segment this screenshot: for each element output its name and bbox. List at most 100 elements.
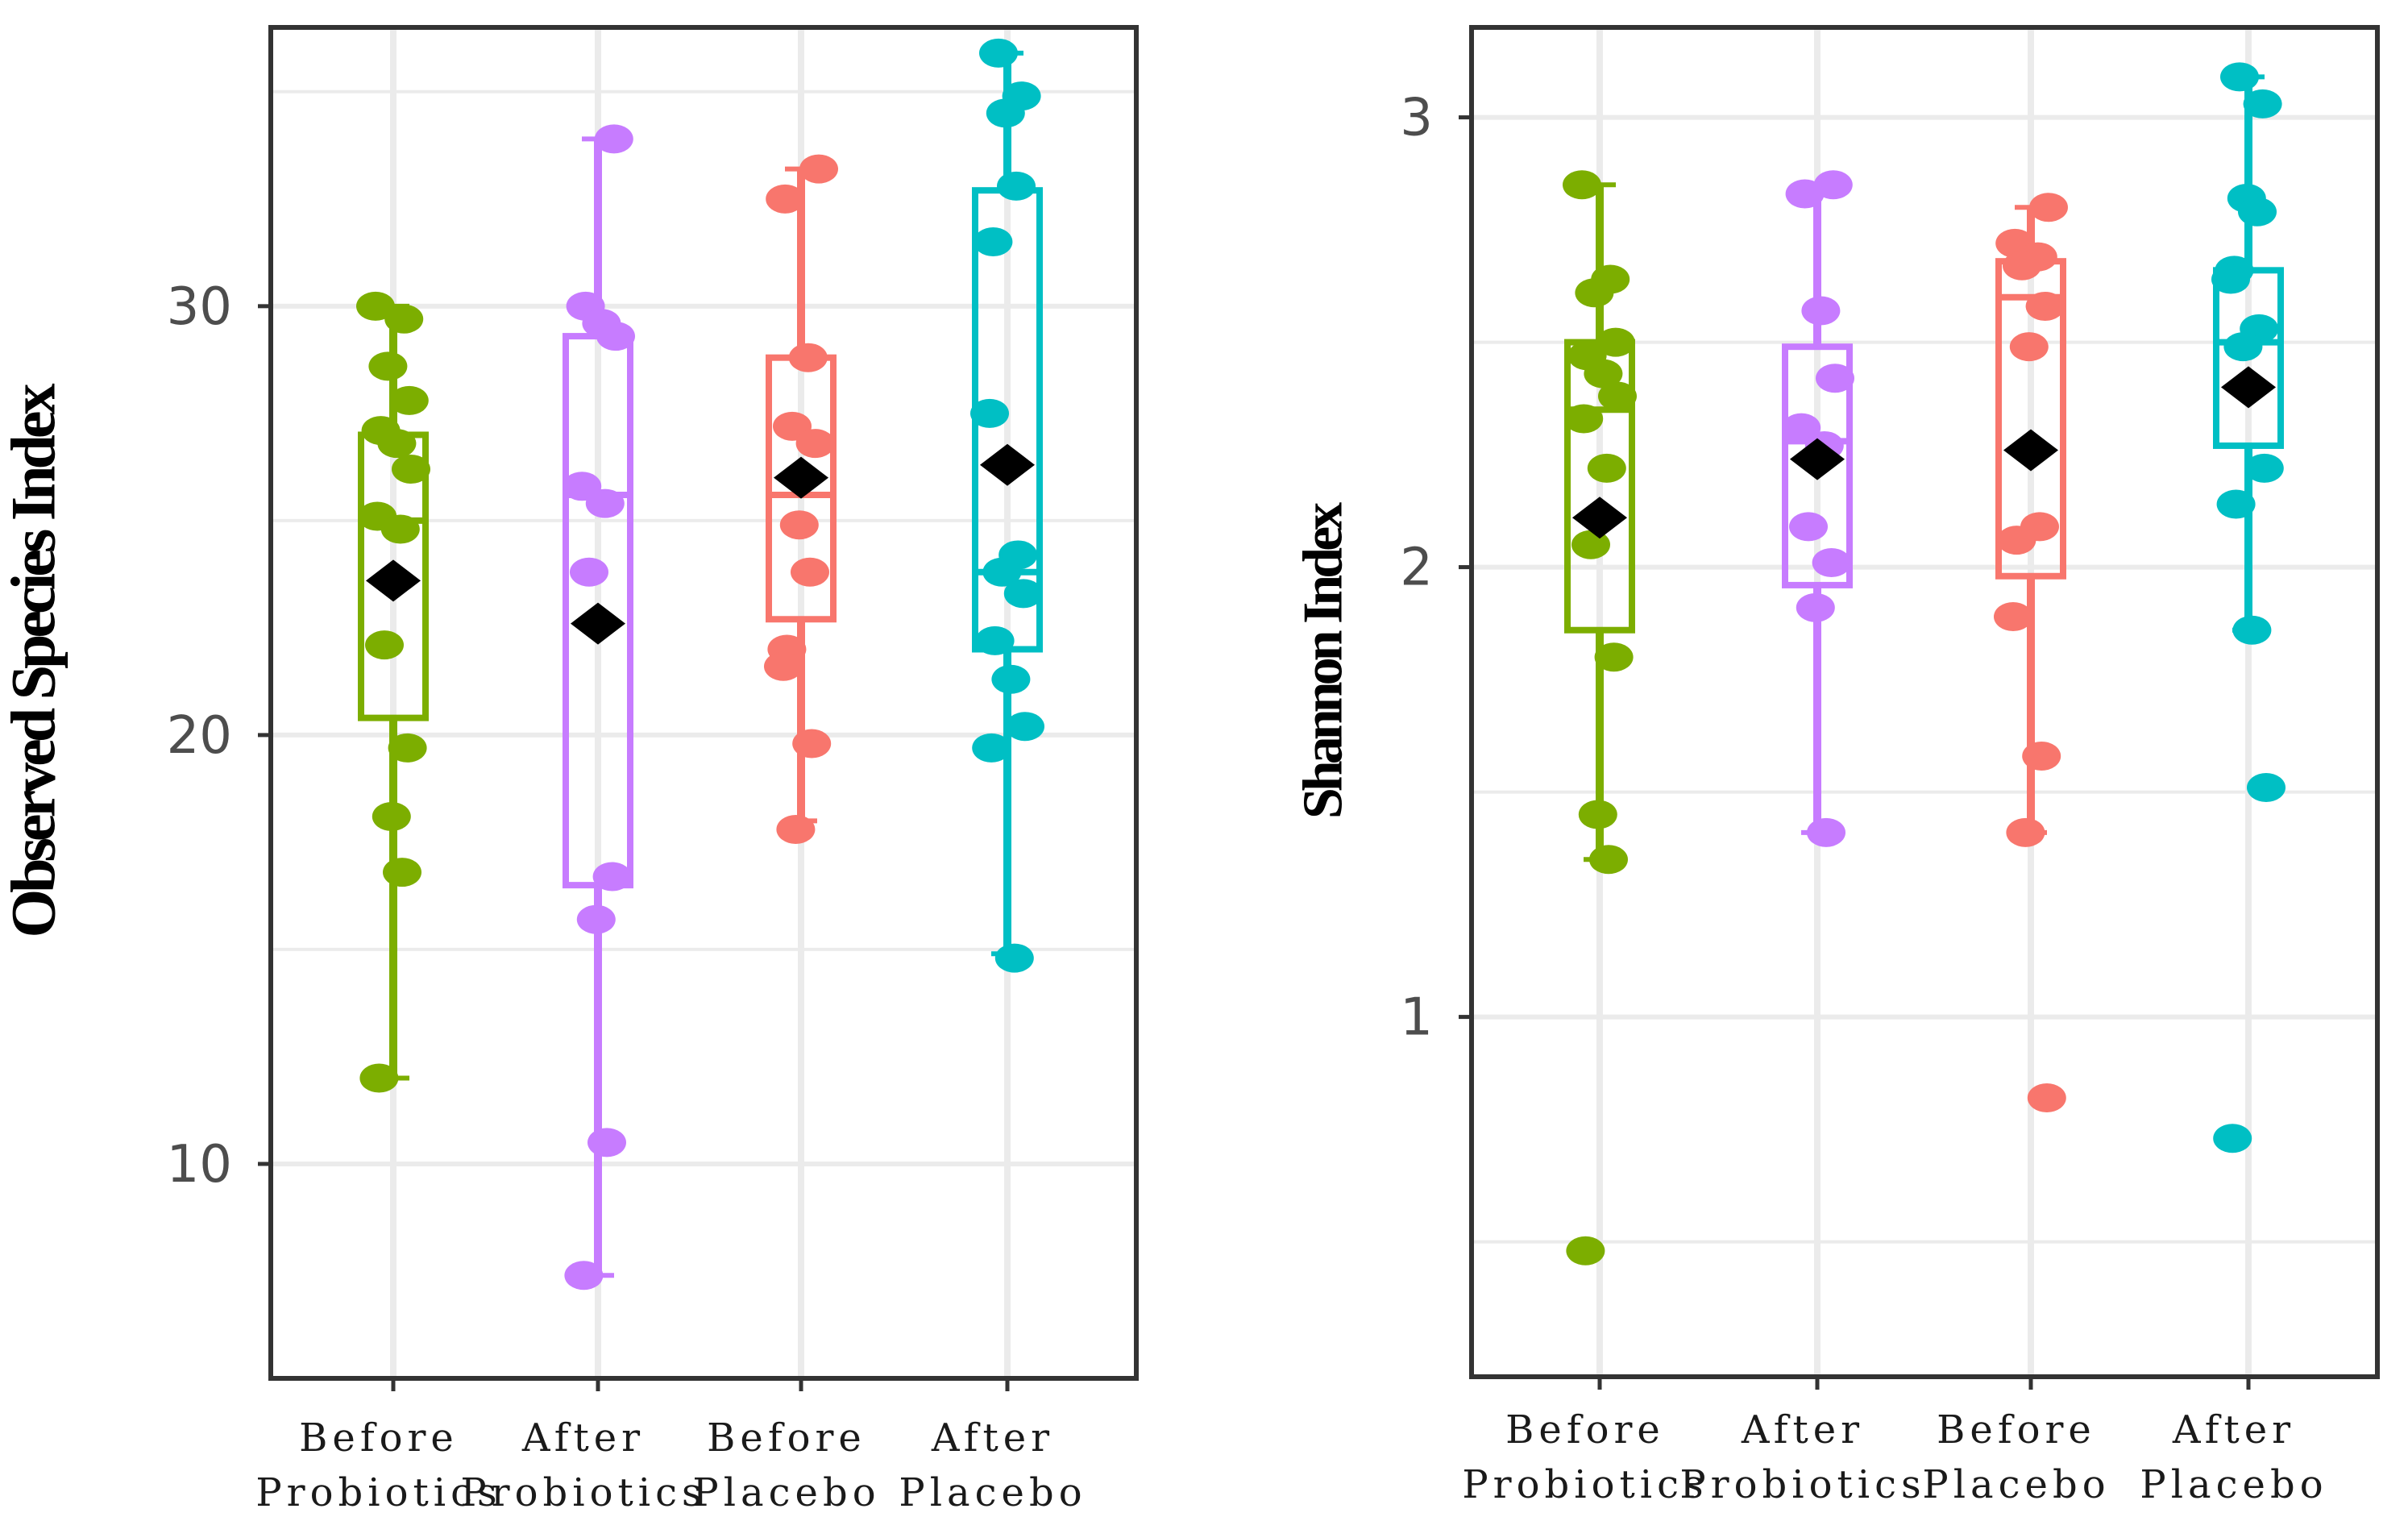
x-category-label-line2: Probiotics bbox=[460, 1470, 706, 1515]
data-point bbox=[1575, 278, 1614, 308]
mean-marker bbox=[571, 602, 625, 645]
data-point bbox=[1807, 817, 1845, 847]
data-point bbox=[2216, 489, 2256, 519]
data-point bbox=[2243, 89, 2282, 118]
data-point bbox=[1594, 642, 1634, 672]
data-point bbox=[2009, 332, 2049, 362]
y-axis-ticks: 1 2 3 bbox=[1400, 89, 1472, 1048]
data-point bbox=[1994, 601, 2032, 631]
data-point bbox=[2027, 1083, 2066, 1113]
x-category-label-line1: After bbox=[521, 1415, 645, 1461]
data-point bbox=[970, 398, 1009, 428]
data-point bbox=[2244, 453, 2284, 483]
data-point bbox=[384, 304, 424, 334]
x-category-label-line1: Before bbox=[1505, 1407, 1665, 1453]
y-axis-label: Observed Species Index bbox=[0, 383, 68, 937]
data-point bbox=[974, 227, 1013, 257]
data-point bbox=[368, 351, 408, 381]
data-point bbox=[1801, 296, 1841, 326]
data-point bbox=[997, 171, 1036, 201]
data-point bbox=[994, 943, 1034, 973]
data-point bbox=[1598, 381, 1637, 411]
data-point bbox=[991, 664, 1031, 694]
data-point bbox=[564, 1261, 604, 1290]
plot-frame bbox=[268, 25, 1139, 1381]
data-point bbox=[389, 385, 429, 415]
data-point bbox=[2213, 1124, 2252, 1153]
x-category-label-line1: Before bbox=[1937, 1407, 2096, 1453]
x-category-label-line2: Placebo bbox=[692, 1470, 880, 1515]
box-plots bbox=[1564, 74, 2284, 862]
data-point bbox=[2025, 291, 2065, 321]
data-points bbox=[1563, 62, 2286, 1266]
data-point bbox=[2247, 773, 2286, 803]
data-point bbox=[776, 814, 816, 844]
data-point bbox=[1564, 404, 1604, 434]
data-point bbox=[592, 862, 632, 891]
data-point bbox=[1578, 800, 1617, 829]
data-point bbox=[585, 488, 625, 518]
mean-marker bbox=[2003, 429, 2058, 472]
data-point bbox=[1589, 845, 1628, 875]
grid-lines bbox=[1472, 27, 2377, 1377]
data-point bbox=[1796, 592, 1835, 622]
data-point bbox=[1812, 548, 1851, 578]
data-point bbox=[1006, 712, 1044, 742]
data-point bbox=[576, 904, 616, 934]
data-point bbox=[1785, 179, 1825, 209]
data-point bbox=[1782, 413, 1821, 443]
data-point bbox=[986, 98, 1025, 128]
x-category-label-line1: After bbox=[1741, 1407, 1864, 1453]
data-point bbox=[1003, 579, 1043, 609]
plot-frame bbox=[1469, 25, 2380, 1379]
data-point bbox=[596, 322, 635, 351]
data-point bbox=[1587, 453, 1626, 483]
x-axis-ticks: BeforeProbioticsAfterProbioticsBeforePla… bbox=[255, 1378, 1086, 1515]
data-point bbox=[380, 514, 420, 544]
data-point bbox=[1566, 1236, 1605, 1266]
y-axis-ticks: 10 20 30 bbox=[167, 277, 271, 1195]
x-category-label-line2: Placebo bbox=[899, 1470, 1086, 1515]
data-point bbox=[2238, 197, 2277, 227]
data-point bbox=[2223, 332, 2263, 362]
y-tick-label: 30 bbox=[167, 277, 232, 337]
x-category-label-line1: After bbox=[931, 1415, 1054, 1461]
mean-marker bbox=[980, 443, 1035, 486]
data-point bbox=[377, 429, 417, 459]
y-axis-label: Shannon Index bbox=[1293, 502, 1355, 819]
x-category-label-line1: After bbox=[2172, 1407, 2295, 1453]
mean-marker bbox=[1572, 497, 1627, 539]
data-point bbox=[392, 455, 430, 484]
data-point bbox=[1997, 526, 2036, 555]
x-category-label-line2: Placebo bbox=[2140, 1462, 2327, 1507]
data-point bbox=[791, 557, 829, 587]
data-point bbox=[792, 729, 832, 758]
mean-markers bbox=[1572, 366, 2276, 539]
data-point bbox=[972, 733, 1011, 763]
mean-markers bbox=[366, 443, 1035, 645]
data-point bbox=[594, 124, 633, 154]
mean-marker bbox=[1790, 438, 1845, 480]
data-point bbox=[979, 38, 1018, 68]
y-tick-label: 20 bbox=[167, 706, 232, 766]
data-point bbox=[795, 429, 835, 459]
data-point bbox=[788, 343, 828, 372]
data-point bbox=[383, 858, 421, 887]
data-point bbox=[1789, 512, 1828, 542]
data-point bbox=[764, 651, 803, 681]
x-category-label-line2: Probiotics bbox=[255, 1470, 501, 1515]
data-point bbox=[2022, 741, 2061, 771]
data-point bbox=[1596, 327, 1635, 357]
data-point bbox=[359, 1063, 399, 1093]
data-point bbox=[2003, 251, 2041, 281]
data-point bbox=[799, 154, 838, 184]
mean-marker bbox=[366, 559, 421, 602]
box-iqr bbox=[1782, 343, 1853, 588]
data-point bbox=[2220, 62, 2259, 92]
data-points bbox=[356, 38, 1044, 1290]
data-point bbox=[779, 510, 819, 540]
data-point bbox=[570, 557, 608, 587]
y-tick-label: 2 bbox=[1400, 538, 1433, 598]
